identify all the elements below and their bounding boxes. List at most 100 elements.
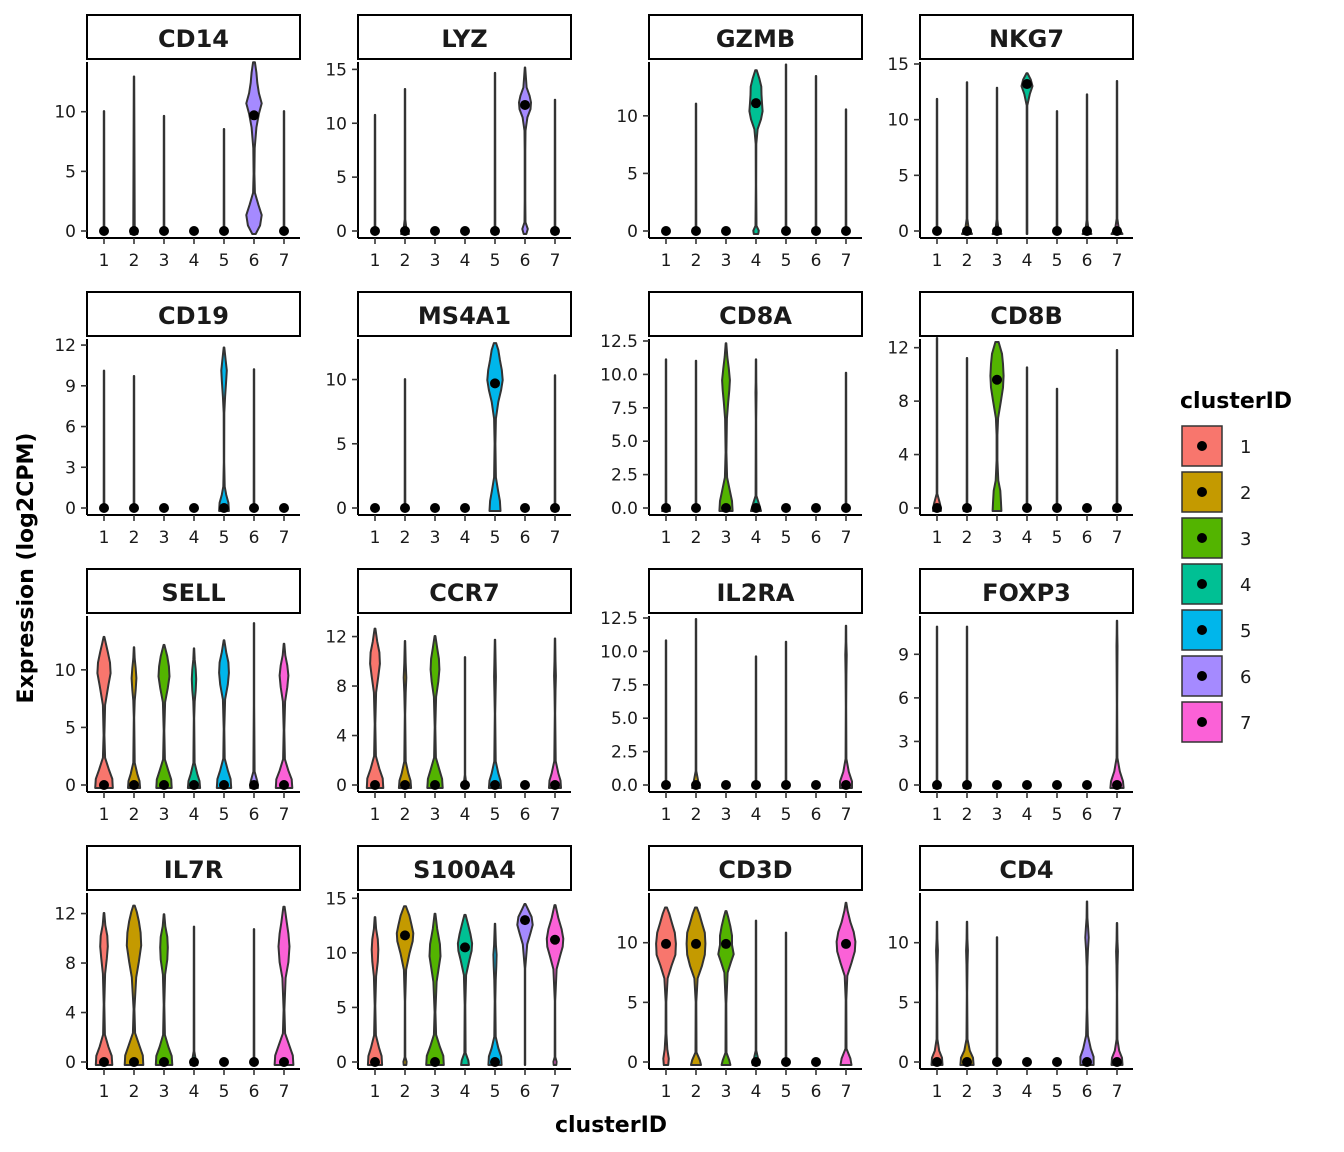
median-point — [430, 1057, 440, 1067]
median-point — [992, 374, 1002, 385]
median-point — [781, 226, 791, 236]
y-tick-label: 12 — [54, 905, 76, 925]
strip-label: CD3D — [718, 856, 792, 884]
x-tick-label: 2 — [691, 251, 702, 271]
violin-cluster-7 — [274, 642, 294, 789]
strip-label: GZMB — [716, 25, 795, 53]
violin-cluster-2 — [129, 75, 139, 235]
x-tick-label: 5 — [219, 251, 230, 271]
x-tick-label: 3 — [992, 1082, 1003, 1102]
violin-cluster-2 — [397, 640, 413, 789]
median-point — [751, 1057, 761, 1067]
y-tick-label: 4 — [898, 446, 909, 466]
y-tick-label: 9 — [898, 645, 909, 665]
violin-cluster-7 — [551, 98, 559, 235]
median-point — [159, 1057, 169, 1067]
violin-cluster-1 — [661, 358, 671, 512]
strip-label: CD14 — [158, 25, 229, 53]
median-point — [992, 1057, 1002, 1067]
strip-box — [357, 291, 572, 337]
x-tick-label: 5 — [1052, 528, 1063, 548]
x-tick-label: 1 — [932, 251, 943, 271]
legend-title: clusterID — [1180, 389, 1292, 414]
x-tick-label: 4 — [1022, 805, 1033, 825]
violin-cluster-6 — [245, 61, 263, 235]
median-point — [550, 226, 560, 236]
median-point — [219, 1057, 229, 1067]
y-tick-label: 10 — [325, 371, 347, 391]
y-tick-label: 10 — [887, 111, 909, 131]
x-tick-label: 7 — [550, 251, 561, 271]
violin-cluster-3 — [161, 114, 167, 235]
median-point — [99, 780, 109, 790]
y-tick-label: 6 — [898, 689, 909, 709]
x-tick-label: 4 — [751, 528, 762, 548]
median-point — [159, 503, 169, 513]
y-tick-label: 0.0 — [611, 499, 638, 519]
x-tick-label: 3 — [721, 251, 732, 271]
violin-cluster-4 — [461, 656, 469, 789]
x-tick-label: 4 — [189, 528, 200, 548]
median-point — [721, 226, 731, 236]
median-point — [279, 503, 289, 513]
x-tick-label: 1 — [99, 528, 110, 548]
violin-cluster-5 — [221, 128, 227, 235]
y-tick-label: 15 — [325, 60, 347, 80]
facet-il2ra: IL2RA 0.0 2.5 5.0 7.5 10.0 12.5 1 2 3 4 5 6 7 — [600, 568, 863, 825]
median-point — [781, 1057, 791, 1067]
strip-box — [357, 568, 572, 614]
median-point — [249, 503, 259, 513]
y-tick-label: 12.5 — [600, 609, 638, 629]
median-point — [751, 780, 761, 790]
y-tick-label: 2.5 — [611, 743, 638, 763]
median-point — [400, 226, 410, 236]
median-point — [1082, 226, 1092, 236]
strip-label: IL7R — [164, 856, 223, 884]
violin-cluster-1 — [94, 635, 114, 789]
median-point — [811, 503, 821, 513]
y-tick-label: 8 — [898, 392, 909, 412]
x-tick-label: 4 — [1022, 251, 1033, 271]
x-tick-label: 7 — [841, 251, 852, 271]
violin-cluster-6 — [251, 368, 257, 512]
x-axis-title: clusterID — [555, 1113, 667, 1138]
median-point — [721, 503, 731, 513]
strip-label: CD8A — [719, 302, 792, 330]
violin-cluster-4 — [186, 647, 202, 789]
median-point — [490, 1057, 500, 1067]
violin-cluster-2 — [685, 906, 707, 1066]
median-point — [129, 503, 139, 513]
median-point — [189, 1057, 199, 1067]
median-point — [1112, 226, 1122, 236]
violin-cluster-1 — [655, 906, 677, 1066]
violin-cluster-5 — [218, 346, 230, 512]
violin-cluster-1 — [101, 110, 107, 235]
violin-cluster-5 — [487, 638, 503, 789]
median-point — [129, 780, 139, 790]
x-tick-label: 7 — [1112, 1082, 1123, 1102]
violin-cluster-1 — [930, 920, 944, 1066]
violin-cluster-4 — [1020, 72, 1034, 235]
violin-cluster-4 — [750, 358, 762, 512]
median-point — [370, 1057, 380, 1067]
violin-cluster-2 — [123, 904, 145, 1066]
x-tick-label: 1 — [370, 251, 381, 271]
violin-cluster-5 — [783, 63, 789, 235]
legend-label: 7 — [1240, 713, 1251, 734]
x-tick-label: 4 — [189, 805, 200, 825]
x-tick-label: 4 — [1022, 528, 1033, 548]
median-point — [219, 780, 229, 790]
x-tick-label: 1 — [99, 1082, 110, 1102]
x-tick-label: 2 — [129, 1082, 140, 1102]
violin-cluster-7 — [281, 110, 287, 235]
strip-box — [357, 845, 572, 891]
y-tick-label: 12 — [887, 339, 909, 359]
x-tick-label: 2 — [962, 528, 973, 548]
violin-cluster-2 — [961, 81, 973, 235]
median-point — [430, 780, 440, 790]
violin-cluster-7 — [1110, 80, 1124, 235]
violin-cluster-7 — [835, 901, 857, 1066]
y-tick-label: 0.0 — [611, 776, 638, 796]
